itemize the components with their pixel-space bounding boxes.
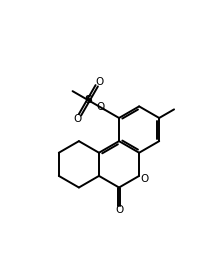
Text: O: O <box>140 174 148 184</box>
Text: O: O <box>96 102 104 112</box>
Text: O: O <box>115 205 123 215</box>
Text: O: O <box>73 114 82 124</box>
Text: O: O <box>95 77 103 87</box>
Text: S: S <box>84 95 92 105</box>
